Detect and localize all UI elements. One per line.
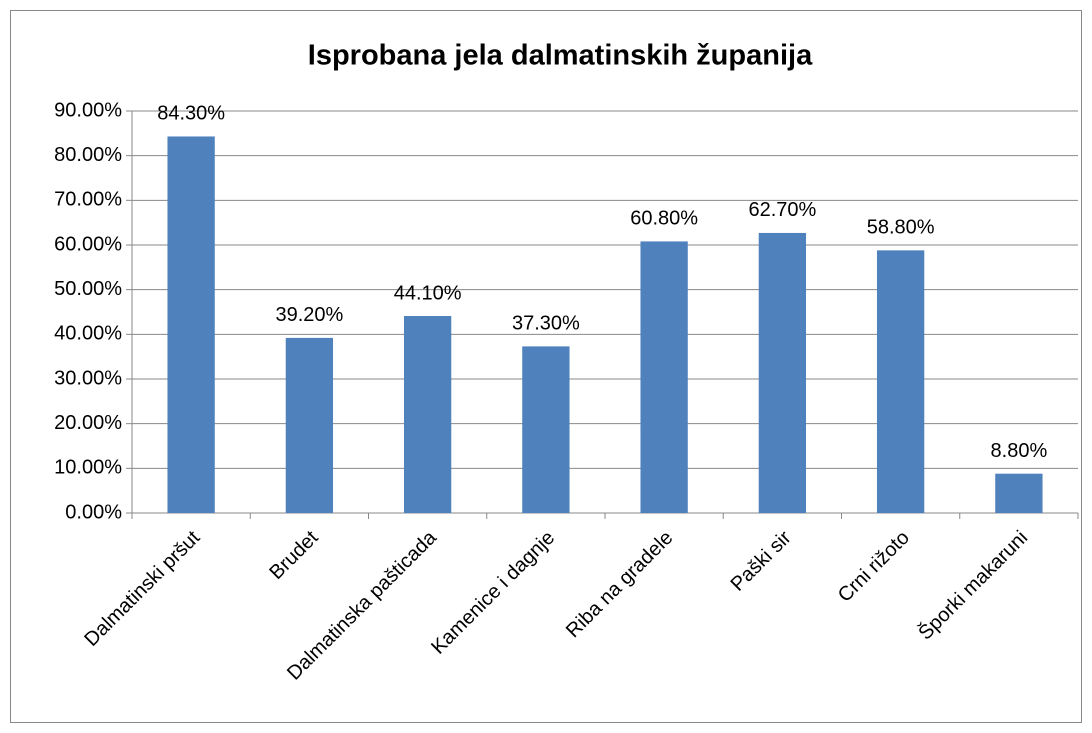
bar — [167, 136, 215, 513]
chart-title: Isprobana jela dalmatinskih županija — [308, 40, 813, 72]
bar — [640, 241, 688, 513]
y-tick-label: 10.00% — [54, 457, 122, 479]
data-label: 37.30% — [512, 313, 580, 335]
y-tick-label: 60.00% — [54, 233, 122, 255]
y-tick-label: 50.00% — [54, 278, 122, 300]
bar — [876, 250, 925, 514]
y-tick-label: 0.00% — [65, 501, 122, 523]
bar — [285, 337, 334, 513]
bar — [758, 232, 807, 513]
y-tick-label: 70.00% — [54, 189, 122, 211]
y-tick-label: 90.00% — [54, 99, 122, 121]
bar — [403, 316, 452, 513]
y-tick-label: 30.00% — [54, 367, 122, 389]
bar — [522, 346, 570, 513]
bar — [995, 473, 1043, 513]
data-label: 60.80% — [630, 208, 698, 230]
data-label: 8.80% — [991, 440, 1048, 462]
data-label: 58.80% — [867, 217, 935, 239]
data-label: 44.10% — [394, 282, 462, 304]
data-label: 39.20% — [275, 304, 343, 326]
data-label: 62.70% — [748, 199, 816, 221]
y-tick-label: 40.00% — [54, 323, 122, 345]
data-label: 84.30% — [157, 103, 225, 125]
y-tick-label: 80.00% — [54, 144, 122, 166]
y-tick-label: 20.00% — [54, 412, 122, 434]
